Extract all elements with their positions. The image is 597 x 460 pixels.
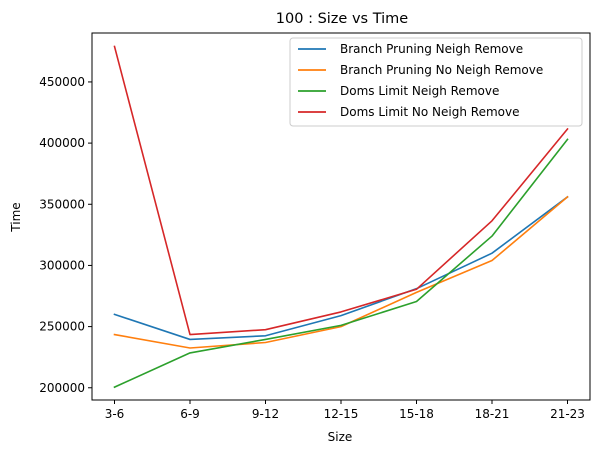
chart-title: 100 : Size vs Time (276, 11, 408, 27)
x-tick-label: 12-15 (324, 407, 359, 421)
x-tick-label: 3-6 (105, 407, 125, 421)
y-tick-label: 250000 (39, 320, 85, 334)
legend-box (289, 37, 583, 127)
y-tick-label: 350000 (39, 197, 85, 211)
legend-label: Branch Pruning Neigh Remove (340, 42, 523, 56)
x-axis: 3-6 6-9 9-12 12-15 15-18 18-21 21-23 (105, 400, 585, 421)
x-tick-label: 9-12 (252, 407, 279, 421)
x-tick-label: 15-18 (399, 407, 434, 421)
legend-label: Branch Pruning No Neigh Remove (340, 63, 543, 77)
series-line-2 (113, 195, 569, 349)
series-line-3 (113, 138, 569, 389)
legend-label: Doms Limit No Neigh Remove (340, 105, 519, 119)
y-tick-label: 450000 (39, 75, 85, 89)
series-line-1 (113, 195, 569, 341)
legend: Branch Pruning Neigh Remove Branch Prunin… (289, 37, 583, 127)
x-tick-label: 21-23 (550, 407, 585, 421)
y-tick-label: 300000 (39, 258, 85, 272)
y-tick-label: 400000 (39, 136, 85, 150)
series-layer (113, 45, 569, 389)
legend-label: Doms Limit Neigh Remove (340, 84, 499, 98)
series-line-4 (113, 45, 569, 336)
y-axis-label: Time (9, 202, 23, 232)
y-axis: 200000 250000 300000 350000 400000 450000 (39, 75, 92, 395)
y-tick-label: 200000 (39, 381, 85, 395)
x-tick-label: 18-21 (475, 407, 510, 421)
x-tick-label: 6-9 (180, 407, 200, 421)
x-axis-label: Size (328, 430, 353, 444)
